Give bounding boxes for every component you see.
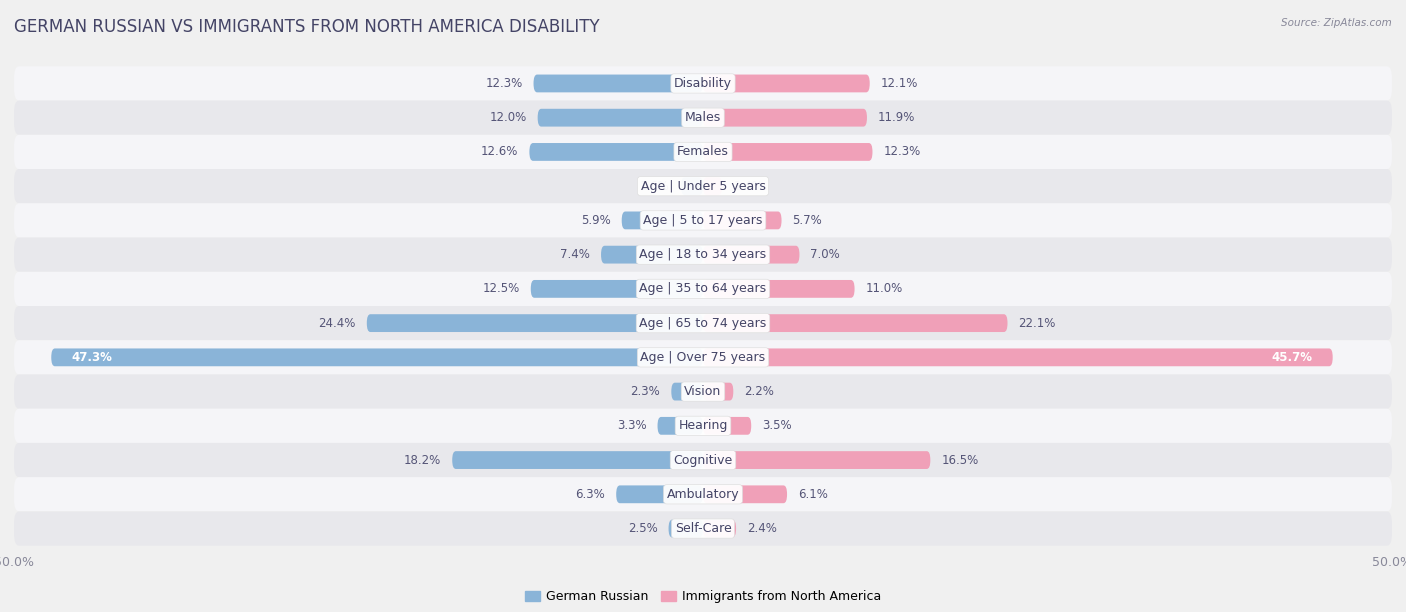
FancyBboxPatch shape (14, 477, 1392, 512)
FancyBboxPatch shape (703, 177, 723, 195)
FancyBboxPatch shape (671, 382, 703, 400)
Text: 6.3%: 6.3% (575, 488, 605, 501)
Text: Self-Care: Self-Care (675, 522, 731, 535)
FancyBboxPatch shape (14, 237, 1392, 272)
Text: 12.1%: 12.1% (880, 77, 918, 90)
Text: Vision: Vision (685, 385, 721, 398)
FancyBboxPatch shape (14, 306, 1392, 340)
Text: 2.2%: 2.2% (744, 385, 775, 398)
FancyBboxPatch shape (530, 143, 703, 161)
Text: Source: ZipAtlas.com: Source: ZipAtlas.com (1281, 18, 1392, 28)
FancyBboxPatch shape (531, 280, 703, 298)
Text: 2.5%: 2.5% (628, 522, 658, 535)
FancyBboxPatch shape (14, 203, 1392, 237)
Text: 47.3%: 47.3% (72, 351, 112, 364)
Text: Disability: Disability (673, 77, 733, 90)
Text: 12.3%: 12.3% (485, 77, 523, 90)
FancyBboxPatch shape (681, 177, 703, 195)
Legend: German Russian, Immigrants from North America: German Russian, Immigrants from North Am… (520, 585, 886, 608)
Text: 2.3%: 2.3% (630, 385, 661, 398)
FancyBboxPatch shape (703, 246, 800, 264)
Text: Females: Females (678, 146, 728, 159)
Text: GERMAN RUSSIAN VS IMMIGRANTS FROM NORTH AMERICA DISABILITY: GERMAN RUSSIAN VS IMMIGRANTS FROM NORTH … (14, 18, 600, 36)
FancyBboxPatch shape (533, 75, 703, 92)
FancyBboxPatch shape (703, 417, 751, 435)
Text: Age | 65 to 74 years: Age | 65 to 74 years (640, 316, 766, 330)
FancyBboxPatch shape (14, 169, 1392, 203)
Text: 12.5%: 12.5% (482, 282, 520, 296)
FancyBboxPatch shape (51, 348, 703, 366)
Text: 24.4%: 24.4% (318, 316, 356, 330)
Text: Age | Over 75 years: Age | Over 75 years (641, 351, 765, 364)
Text: 6.1%: 6.1% (799, 488, 828, 501)
Text: 22.1%: 22.1% (1018, 316, 1056, 330)
FancyBboxPatch shape (367, 314, 703, 332)
FancyBboxPatch shape (703, 382, 734, 400)
Text: 18.2%: 18.2% (404, 453, 441, 466)
Text: 5.9%: 5.9% (581, 214, 610, 227)
FancyBboxPatch shape (14, 375, 1392, 409)
FancyBboxPatch shape (14, 443, 1392, 477)
Text: 1.4%: 1.4% (734, 180, 763, 193)
FancyBboxPatch shape (14, 512, 1392, 546)
Text: 12.0%: 12.0% (489, 111, 527, 124)
Text: 3.5%: 3.5% (762, 419, 792, 432)
Text: Cognitive: Cognitive (673, 453, 733, 466)
Text: Age | Under 5 years: Age | Under 5 years (641, 180, 765, 193)
FancyBboxPatch shape (703, 143, 873, 161)
FancyBboxPatch shape (658, 417, 703, 435)
FancyBboxPatch shape (703, 212, 782, 230)
Text: 1.6%: 1.6% (640, 180, 669, 193)
FancyBboxPatch shape (703, 109, 868, 127)
Text: 3.3%: 3.3% (617, 419, 647, 432)
Text: 5.7%: 5.7% (793, 214, 823, 227)
FancyBboxPatch shape (14, 135, 1392, 169)
FancyBboxPatch shape (14, 409, 1392, 443)
Text: Males: Males (685, 111, 721, 124)
Text: 12.3%: 12.3% (883, 146, 921, 159)
Text: 11.0%: 11.0% (866, 282, 903, 296)
Text: 11.9%: 11.9% (877, 111, 915, 124)
FancyBboxPatch shape (453, 451, 703, 469)
FancyBboxPatch shape (14, 100, 1392, 135)
Text: 12.6%: 12.6% (481, 146, 519, 159)
Text: Ambulatory: Ambulatory (666, 488, 740, 501)
Text: 7.4%: 7.4% (560, 248, 591, 261)
FancyBboxPatch shape (669, 520, 703, 537)
FancyBboxPatch shape (703, 520, 737, 537)
FancyBboxPatch shape (14, 66, 1392, 100)
FancyBboxPatch shape (703, 314, 1008, 332)
FancyBboxPatch shape (621, 212, 703, 230)
FancyBboxPatch shape (703, 451, 931, 469)
FancyBboxPatch shape (616, 485, 703, 503)
FancyBboxPatch shape (14, 340, 1392, 375)
FancyBboxPatch shape (703, 280, 855, 298)
Text: Age | 18 to 34 years: Age | 18 to 34 years (640, 248, 766, 261)
FancyBboxPatch shape (703, 75, 870, 92)
FancyBboxPatch shape (600, 246, 703, 264)
Text: Age | 5 to 17 years: Age | 5 to 17 years (644, 214, 762, 227)
FancyBboxPatch shape (703, 348, 1333, 366)
Text: 45.7%: 45.7% (1271, 351, 1312, 364)
Text: 2.4%: 2.4% (747, 522, 778, 535)
FancyBboxPatch shape (703, 485, 787, 503)
Text: Hearing: Hearing (678, 419, 728, 432)
Text: 16.5%: 16.5% (942, 453, 979, 466)
FancyBboxPatch shape (14, 272, 1392, 306)
Text: 7.0%: 7.0% (810, 248, 841, 261)
FancyBboxPatch shape (537, 109, 703, 127)
Text: Age | 35 to 64 years: Age | 35 to 64 years (640, 282, 766, 296)
